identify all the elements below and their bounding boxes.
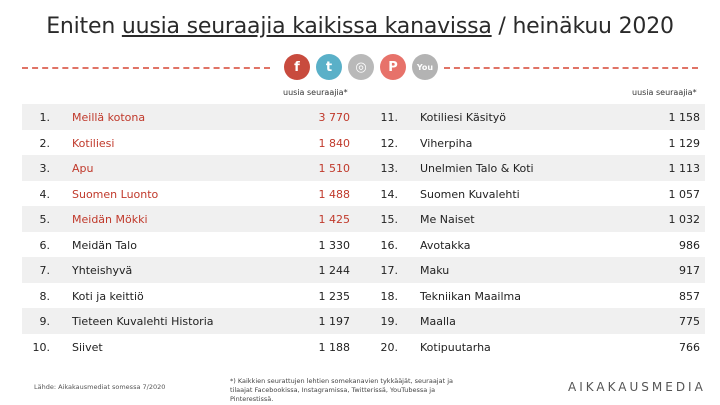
rank-left: 1. (39, 111, 51, 124)
youtube-icon: You (412, 54, 438, 80)
magazine-name-right: Kotiliesi Käsityö (420, 111, 507, 124)
magazine-name-left: Kotiliesi (72, 136, 115, 150)
magazine-name-left: Yhteishyvä (72, 264, 133, 277)
table-row: 8. Koti ja keittiö 1 235 18. Tekniikan Maail… (22, 283, 705, 309)
magazine-name-right: Maku (420, 264, 450, 277)
follower-count-right: 775 (679, 315, 700, 328)
follower-count-left: 1 425 (318, 213, 351, 226)
magazine-name-right: Tekniikan Maailma (420, 289, 521, 303)
follower-count-left: 3 770 (318, 111, 351, 124)
rank-right: 19. (380, 315, 399, 328)
rank-right: 18. (380, 289, 399, 303)
follower-count-left: 1 244 (318, 264, 351, 277)
rank-left: 2. (39, 136, 51, 150)
rank-right: 11. (380, 111, 399, 124)
column-header-left: uusia seuraajia* (283, 88, 348, 97)
follower-count-left: 1 510 (318, 162, 351, 175)
column-header-right: uusia seuraajia* (632, 88, 697, 97)
follower-count-right: 766 (679, 340, 700, 354)
table-row: 3. Apu 1 510 13. Unelmien Talo & Koti 1 113 (22, 155, 705, 181)
rank-left: 5. (39, 213, 51, 226)
magazine-name-right: Avotakka (420, 238, 471, 252)
rank-left: 7. (39, 264, 51, 277)
twitter-icon: t (316, 54, 342, 80)
rank-right: 15. (380, 213, 399, 226)
rank-left: 8. (39, 289, 51, 303)
rank-left: 3. (39, 162, 51, 175)
follower-count-right: 1 129 (668, 136, 701, 150)
instagram-icon: ◎ (348, 54, 374, 80)
dashed-divider-left (22, 67, 270, 69)
magazine-name-left: Siivet (72, 340, 103, 354)
magazine-name-left: Koti ja keittiö (72, 289, 144, 303)
rank-right: 16. (380, 238, 399, 252)
follower-count-left: 1 188 (318, 340, 351, 354)
magazine-name-right: Viherpiha (420, 136, 473, 150)
magazine-name-left: Meidän Mökki (72, 213, 148, 226)
title-suffix: / heinäkuu 2020 (491, 14, 674, 39)
rank-right: 20. (380, 340, 399, 354)
rank-right: 13. (380, 162, 399, 175)
magazine-name-right: Unelmien Talo & Koti (420, 162, 534, 175)
pinterest-icon: P (380, 54, 406, 80)
title-prefix: Eniten (46, 14, 122, 39)
magazine-name-right: Kotipuutarha (420, 340, 491, 354)
page-title: Eniten uusia seuraajia kaikissa kanaviss… (0, 14, 720, 39)
rank-left: 4. (39, 187, 51, 201)
follower-count-left: 1 840 (318, 136, 351, 150)
table-row: 5. Meidän Mökki 1 425 15. Me Naiset 1 032 (22, 206, 705, 232)
follower-count-right: 857 (679, 289, 700, 303)
table-row: 9. Tieteen Kuvalehti Historia 1 197 19. Maal… (22, 308, 705, 334)
rank-right: 14. (380, 187, 399, 201)
table-row: 2. Kotiliesi 1 840 12. Viherpiha 1 129 (22, 130, 705, 156)
rank-right: 12. (380, 136, 399, 150)
rank-left: 10. (32, 340, 51, 354)
facebook-icon: f (284, 54, 310, 80)
brand-logo: AIKAKAUSMEDIA (568, 380, 706, 394)
follower-count-right: 1 158 (668, 111, 701, 124)
table-row: 7. Yhteishyvä 1 244 17. Maku 917 (22, 257, 705, 283)
rank-left: 9. (39, 315, 51, 328)
footnote: *) Kaikkien seurattujen lehtien somekana… (230, 377, 453, 403)
follower-count-right: 986 (679, 238, 700, 252)
table-row: 10. Siivet 1 188 20. Kotipuutarha 766 (22, 334, 705, 360)
dashed-divider-right (444, 67, 698, 69)
magazine-name-left: Apu (72, 162, 94, 175)
rank-left: 6. (39, 238, 51, 252)
table-row: 4. Suomen Luonto 1 488 14. Suomen Kuvalehti 1… (22, 181, 705, 207)
follower-count-left: 1 488 (318, 187, 351, 201)
follower-count-right: 1 057 (668, 187, 701, 201)
source-note: Lähde: Aikakausmediat somessa 7/2020 (34, 383, 166, 391)
magazine-name-left: Meillä kotona (72, 111, 146, 124)
follower-count-right: 1 113 (668, 162, 701, 175)
follower-count-right: 917 (679, 264, 700, 277)
magazine-name-left: Meidän Talo (72, 238, 137, 252)
magazine-name-right: Me Naiset (420, 213, 475, 226)
magazine-name-right: Suomen Kuvalehti (420, 187, 520, 201)
magazine-name-left: Tieteen Kuvalehti Historia (72, 315, 214, 328)
title-underlined: uusia seuraajia kaikissa kanavissa (121, 14, 492, 39)
magazine-name-left: Suomen Luonto (72, 187, 159, 201)
rank-right: 17. (380, 264, 399, 277)
table-row: 1. Meillä kotona 3 770 11. Kotiliesi Käsityö… (22, 104, 705, 130)
follower-count-left: 1 330 (318, 238, 351, 252)
magazine-name-right: Maalla (420, 315, 456, 328)
follower-count-left: 1 197 (318, 315, 351, 328)
table-row: 6. Meidän Talo 1 330 16. Avotakka 986 (22, 232, 705, 258)
follower-count-right: 1 032 (668, 213, 701, 226)
follower-count-left: 1 235 (318, 289, 351, 303)
social-icons: f t ◎ P You (284, 54, 438, 80)
